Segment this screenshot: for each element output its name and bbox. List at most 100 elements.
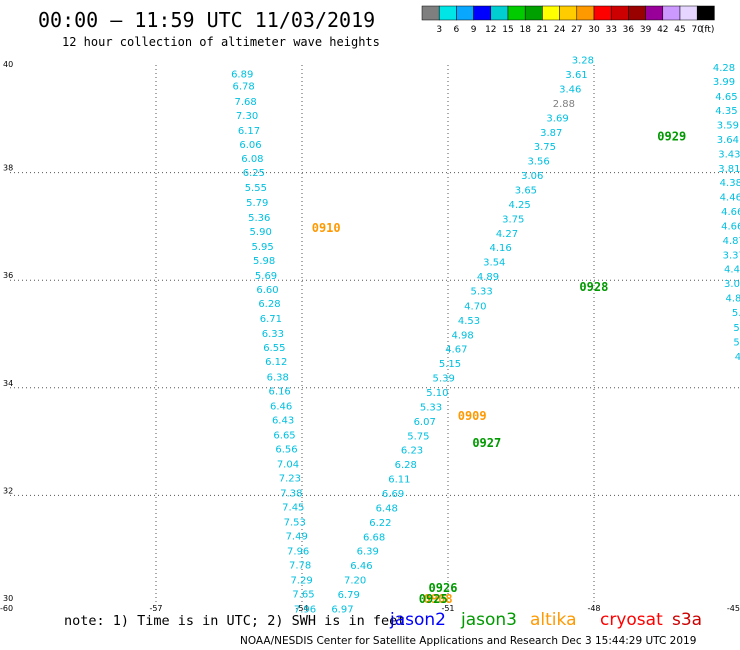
wave-height-value: 6.12 — [265, 357, 287, 368]
wave-height-value: 6.43 — [272, 415, 294, 426]
wave-height-value: 4.38 — [720, 178, 740, 189]
satellite-jason3: jason3 — [460, 610, 517, 630]
wave-height-value: 6.08 — [241, 154, 263, 165]
wave-height-value: 5.36 — [248, 213, 270, 224]
wave-height-value: 6.39 — [357, 547, 379, 558]
color-scale-tick: 12 — [485, 25, 496, 35]
pass-time-label: 0910 — [312, 221, 341, 235]
color-swatch — [456, 5, 474, 21]
wave-height-value: 6.71 — [260, 314, 282, 325]
wave-height-value: 4.87 — [723, 236, 740, 247]
wave-height-value: 7.53 — [284, 518, 306, 529]
wave-height-value: 5.0 — [733, 323, 740, 334]
wave-height-value: 6.28 — [258, 299, 280, 310]
wave-height-value: 3.81 — [718, 164, 740, 175]
wave-height-value: 4.27 — [496, 229, 518, 240]
chart-subtitle: 12 hour collection of altimeter wave hei… — [62, 35, 380, 49]
wave-height-value: 3.46 — [559, 84, 581, 95]
color-scale-tick: 18 — [519, 25, 531, 35]
wave-height-value: 7.65 — [292, 590, 314, 601]
wave-height-value: 3.69 — [546, 113, 568, 124]
color-swatch — [662, 5, 681, 21]
wave-height-value: 6.07 — [414, 417, 436, 428]
color-scale-tick: 36 — [623, 25, 635, 35]
wave-height-value: 5.95 — [252, 242, 274, 253]
wave-height-value: 6.89 — [231, 69, 253, 80]
wave-height-value: 6.22 — [369, 518, 391, 529]
wave-height-value: 7.23 — [279, 473, 301, 484]
wave-height-value: 6.16 — [269, 386, 291, 397]
color-swatch — [576, 5, 595, 21]
wave-height-value: 7.29 — [290, 576, 312, 587]
wave-height-value: 6.25 — [243, 168, 265, 179]
x-tick-label: -48 — [587, 604, 600, 613]
wave-height-value: 7.96 — [287, 547, 309, 558]
wave-height-value: 3.65 — [515, 186, 537, 197]
wave-height-value: 4.46 — [720, 193, 740, 204]
color-scale-tick: 42 — [657, 25, 668, 35]
wave-height-value: 6.06 — [239, 140, 261, 151]
wave-height-value: 4.16 — [489, 243, 511, 254]
color-scale-tick: 9 — [471, 25, 477, 35]
color-scale-tick: 30 — [588, 25, 600, 35]
note-text: note: 1) Time is in UTC; 2) SWH is in fe… — [64, 613, 405, 629]
y-tick-label: 32 — [3, 486, 13, 495]
wave-height-value: 4.98 — [452, 330, 474, 341]
wave-height-value: 4.65 — [715, 92, 737, 103]
wave-height-value: 6.11 — [388, 474, 410, 485]
wave-height-value: 5.10 — [426, 388, 448, 399]
color-scale-tick: 21 — [537, 25, 548, 35]
wave-height-value: 3.06 — [521, 171, 543, 182]
wave-height-value: 6.48 — [376, 504, 398, 515]
wave-height-value: 6.60 — [256, 285, 278, 296]
wave-height-value: 3.37 — [723, 251, 740, 262]
wave-height-value: 5.75 — [407, 431, 429, 442]
pass-time-label: 0929 — [657, 129, 686, 143]
wave-height-value: 5.98 — [253, 256, 275, 267]
color-scale-tick: 70 — [691, 25, 703, 35]
wave-height-value: 4.28 — [713, 63, 735, 74]
color-swatch — [438, 5, 457, 21]
wave-height-value: 6.97 — [331, 605, 353, 616]
y-tick-label: 40 — [3, 60, 13, 69]
wave-height-value: 4.66 — [721, 222, 740, 233]
wave-height-value: 3.99 — [713, 77, 735, 88]
grid-lines — [10, 65, 740, 603]
wave-height-value: 3.28 — [572, 55, 594, 66]
footer-credit: NOAA/NESDIS Center for Satellite Applica… — [240, 635, 696, 647]
wave-height-value: 6.56 — [275, 444, 297, 455]
wave-height-value: 6.23 — [401, 445, 423, 456]
color-swatch — [507, 5, 526, 21]
wave-height-value: 6.17 — [238, 126, 260, 137]
wave-height-value: 6.28 — [395, 460, 417, 471]
wave-height-value: 6.69 — [382, 489, 404, 500]
wave-height-value: 6.79 — [338, 590, 360, 601]
y-tick-label: 30 — [3, 594, 13, 603]
x-tick-label: -54 — [295, 604, 308, 613]
wave-height-value: 6.38 — [267, 372, 289, 383]
wave-height-value: 6.46 — [270, 401, 292, 412]
wave-height-values: 6.89 6.78 7.68 7.30 6.17 6.06 6.08 6.25 5.55 5.79… — [231, 55, 740, 615]
y-tick-label: 34 — [3, 379, 13, 388]
wave-height-value: 7.68 — [234, 97, 256, 108]
wave-height-value: 5.90 — [250, 227, 272, 238]
color-scale-legend: 3 6 9 12 15 18 21 24 27 30 33 36 39 42 45 70(ft) — [421, 5, 715, 35]
wave-height-value: 6.46 — [350, 561, 372, 572]
color-scale-tick: 15 — [502, 25, 513, 35]
color-scale-tick: 39 — [640, 25, 652, 35]
wave-height-value: 4.67 — [445, 344, 467, 355]
wave-height-value: 3.75 — [502, 215, 524, 226]
color-scale-tick: 6 — [454, 25, 460, 35]
pass-time-label: 0908 — [424, 592, 453, 606]
wave-height-value: 3.64 — [717, 135, 739, 146]
wave-height-value: 6.33 — [262, 329, 284, 340]
wave-height-value: 3.43 — [718, 150, 740, 161]
wave-height-value: 4.88 — [726, 294, 740, 305]
pass-time-label: 0926 — [429, 581, 458, 595]
wave-height-value: 7.96 — [294, 605, 316, 616]
wave-height-value: 4.35 — [715, 106, 737, 117]
wave-height-value: 4.53 — [458, 316, 480, 327]
wave-height-value: 2.88 — [553, 99, 575, 110]
color-swatch — [610, 5, 629, 21]
